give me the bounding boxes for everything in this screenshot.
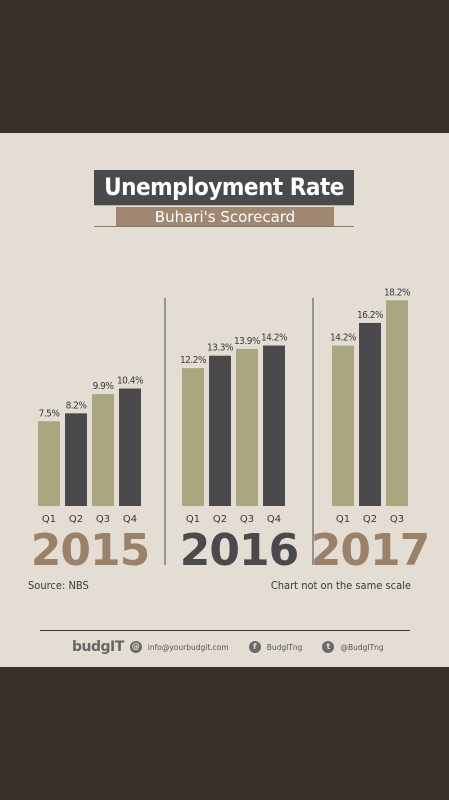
data-label: 8.2% — [66, 400, 88, 411]
category-label: Q2 — [69, 514, 83, 525]
facebook-icon: f — [248, 641, 261, 653]
bar-2017-Q3 — [386, 300, 408, 506]
year-label-2017: 2017 — [311, 525, 429, 576]
bar-2016-Q3 — [236, 348, 258, 506]
data-label: 13.3% — [207, 343, 234, 354]
footer-twitter[interactable]: @BudgITng — [340, 642, 384, 652]
data-label: 10.4% — [117, 375, 144, 386]
data-label: 7.5% — [39, 408, 61, 419]
category-label: Q1 — [42, 514, 56, 525]
scale-note: Chart not on the same scale — [270, 579, 411, 592]
mail-icon: @ — [129, 641, 142, 653]
data-label: 13.9% — [234, 336, 261, 347]
bar-2015-Q3 — [92, 394, 114, 506]
category-label: Q1 — [336, 514, 350, 525]
category-label: Q3 — [390, 514, 404, 525]
category-label: Q2 — [363, 514, 377, 525]
source-text: Source: NBS — [28, 579, 89, 592]
bar-2017-Q1 — [332, 345, 354, 506]
title-divider — [94, 205, 354, 206]
footer-divider — [40, 630, 410, 631]
category-label: Q4 — [267, 514, 281, 525]
data-label: 12.2% — [180, 355, 207, 366]
data-label: 14.2% — [261, 333, 288, 344]
year-label-2015: 2015 — [31, 525, 149, 576]
category-label: Q3 — [240, 514, 254, 525]
category-label: Q1 — [186, 514, 200, 525]
bar-2015-Q1 — [38, 421, 60, 506]
data-label: 18.2% — [384, 287, 411, 298]
bar-chart: 7.5%Q18.2%Q29.9%Q310.4%Q4201512.2%Q113.3… — [31, 287, 430, 576]
bar-2015-Q2 — [65, 413, 87, 506]
twitter-icon: t — [322, 641, 335, 653]
subtitle-underline — [94, 226, 354, 227]
category-label: Q3 — [96, 514, 110, 525]
chart-subtitle: Buhari's Scorecard — [116, 207, 334, 227]
year-label-2016: 2016 — [180, 525, 298, 576]
footer: budgIT @ info@yourbudgit.com f BudgITng … — [72, 637, 384, 657]
bar-2015-Q4 — [119, 388, 141, 506]
budgit-logo: budgIT — [72, 639, 124, 655]
data-label: 14.2% — [330, 333, 357, 344]
data-label: 16.2% — [357, 310, 384, 321]
category-label: Q2 — [213, 514, 227, 525]
footer-facebook[interactable]: BudgITng — [266, 642, 303, 652]
footer-email[interactable]: info@yourbudgit.com — [147, 642, 229, 652]
bar-2016-Q2 — [209, 355, 231, 506]
bar-2016-Q4 — [263, 345, 285, 506]
category-label: Q4 — [123, 514, 137, 525]
infographic-card: Unemployment Rate Buhari's Scorecard 7.5… — [0, 133, 449, 667]
chart-title: Unemployment Rate — [94, 170, 354, 205]
data-label: 9.9% — [93, 381, 115, 392]
bar-2017-Q2 — [359, 322, 381, 506]
bar-2016-Q1 — [182, 368, 204, 506]
